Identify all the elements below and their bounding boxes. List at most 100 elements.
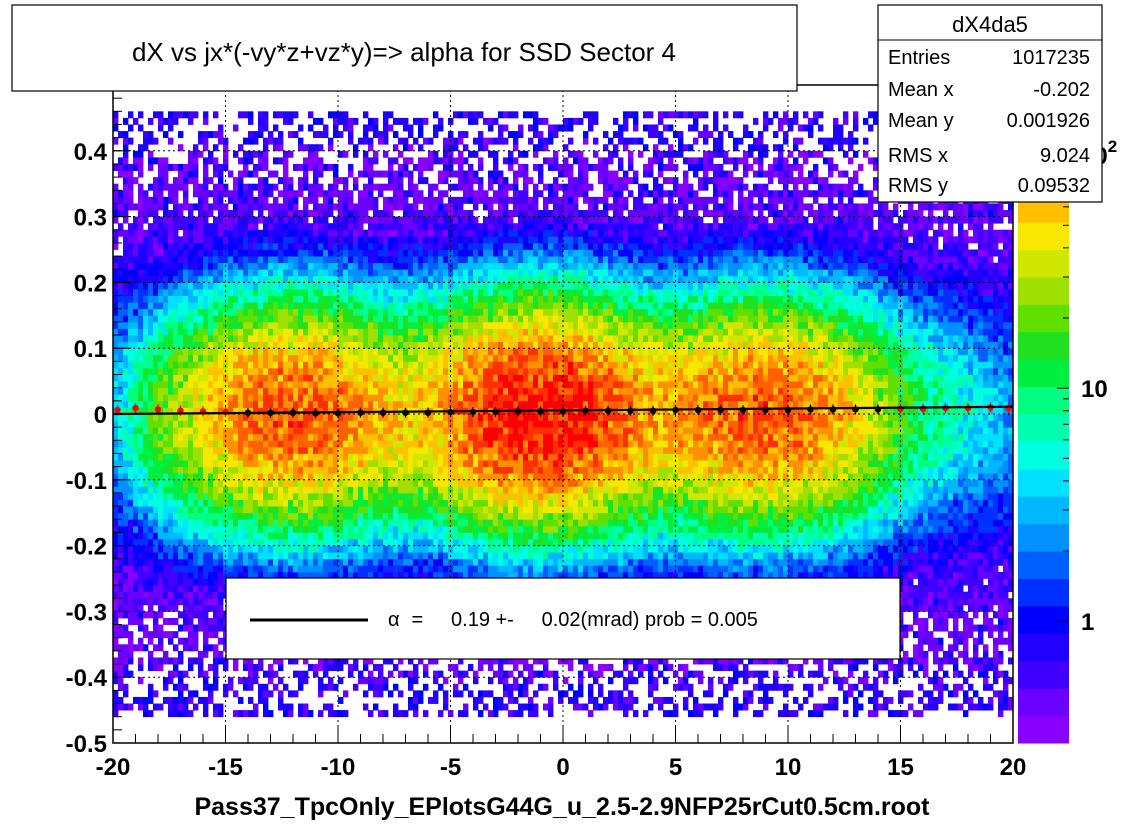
heatmap-cell: [423, 499, 429, 507]
heatmap-cell: [198, 532, 204, 540]
heatmap-cell: [238, 223, 244, 231]
heatmap-cell: [198, 183, 204, 191]
heatmap-cell: [418, 341, 424, 349]
heatmap-cell: [168, 282, 174, 290]
heatmap-cell: [123, 427, 129, 435]
heatmap-cell: [333, 479, 339, 487]
heatmap-cell: [193, 282, 199, 290]
heatmap-cell: [388, 552, 394, 560]
heatmap-cell: [383, 117, 389, 125]
heatmap-cell: [223, 558, 229, 566]
heatmap-cell: [308, 473, 314, 481]
heatmap-cell: [238, 466, 244, 474]
heatmap-cell: [328, 460, 334, 468]
heatmap-cell: [158, 177, 164, 185]
heatmap-cell: [373, 124, 379, 132]
heatmap-cell: [413, 512, 419, 520]
heatmap-cell: [298, 361, 304, 369]
heatmap-cell: [258, 433, 264, 441]
heatmap-cell: [183, 578, 189, 586]
heatmap-cell: [168, 552, 174, 560]
heatmap-cell: [198, 210, 204, 217]
heatmap-cell: [128, 315, 134, 323]
heatmap-cell: [358, 315, 364, 323]
heatmap-cell: [373, 690, 379, 698]
heatmap-cell: [388, 374, 394, 382]
heatmap-cell: [218, 650, 224, 658]
heatmap-cell: [228, 414, 234, 421]
heatmap-cell: [358, 394, 364, 402]
heatmap-cell: [348, 466, 354, 474]
heatmap-cell: [158, 282, 164, 290]
heatmap-cell: [333, 111, 339, 119]
heatmap-cell: [298, 427, 304, 435]
heatmap-cell: [163, 229, 169, 237]
heatmap-cell: [238, 177, 244, 185]
heatmap-cell: [293, 242, 299, 250]
heatmap-cell: [318, 216, 324, 224]
heatmap-cell: [143, 446, 149, 454]
heatmap-cell: [243, 565, 249, 573]
heatmap-cell: [323, 275, 329, 283]
heatmap-cell: [183, 308, 189, 316]
heatmap-cell: [173, 519, 179, 527]
heatmap-cell: [423, 571, 429, 579]
heatmap-cell: [163, 183, 169, 191]
heatmap-cell: [163, 210, 169, 217]
heatmap-cell: [243, 446, 249, 454]
heatmap-cell: [183, 479, 189, 487]
heatmap-cell: [423, 117, 429, 125]
heatmap-cell: [188, 710, 194, 718]
heatmap-cell: [323, 288, 329, 296]
heatmap-cell: [203, 506, 209, 514]
heatmap-cell: [353, 460, 359, 468]
heatmap-cell: [168, 321, 174, 329]
heatmap-cell: [183, 552, 189, 560]
heatmap-cell: [393, 460, 399, 468]
heatmap-cell: [323, 190, 329, 198]
heatmap-cell: [213, 170, 219, 178]
heatmap-cell: [398, 525, 404, 533]
heatmap-cell: [388, 124, 394, 132]
heatmap-cell: [133, 552, 139, 560]
heatmap-cell: [288, 552, 294, 560]
heatmap-cell: [173, 453, 179, 461]
heatmap-cell: [163, 650, 169, 658]
heatmap-cell: [183, 453, 189, 461]
heatmap-cell: [173, 631, 179, 639]
heatmap-cell: [288, 367, 294, 375]
heatmap-cell: [328, 466, 334, 474]
heatmap-cell: [373, 236, 379, 244]
heatmap-cell: [308, 361, 314, 369]
heatmap-cell: [253, 473, 259, 481]
heatmap-cell: [128, 308, 134, 316]
heatmap-cell: [408, 229, 414, 237]
heatmap-cell: [268, 203, 274, 211]
heatmap-cell: [278, 657, 284, 665]
heatmap-cell: [298, 387, 304, 395]
heatmap-cell: [193, 236, 199, 244]
heatmap-cell: [348, 670, 354, 678]
heatmap-cell: [393, 381, 399, 389]
heatmap-cell: [303, 367, 309, 375]
heatmap-cell: [323, 571, 329, 579]
heatmap-cell: [183, 381, 189, 389]
heatmap-cell: [388, 558, 394, 566]
heatmap-cell: [163, 585, 169, 593]
heatmap-cell: [363, 506, 369, 514]
heatmap-cell: [163, 387, 169, 395]
heatmap-cell: [408, 506, 414, 514]
heatmap-cell: [243, 473, 249, 481]
heatmap-cell: [293, 657, 299, 665]
heatmap-cell: [273, 361, 279, 369]
heatmap-cell: [213, 492, 219, 500]
heatmap-cell: [408, 381, 414, 389]
heatmap-cell: [383, 446, 389, 454]
heatmap-cell: [173, 460, 179, 468]
heatmap-cell: [213, 453, 219, 461]
heatmap-cell: [163, 236, 169, 244]
heatmap-cell: [278, 460, 284, 468]
heatmap-cell: [273, 414, 279, 421]
heatmap-cell: [333, 571, 339, 579]
heatmap-cell: [333, 354, 339, 362]
